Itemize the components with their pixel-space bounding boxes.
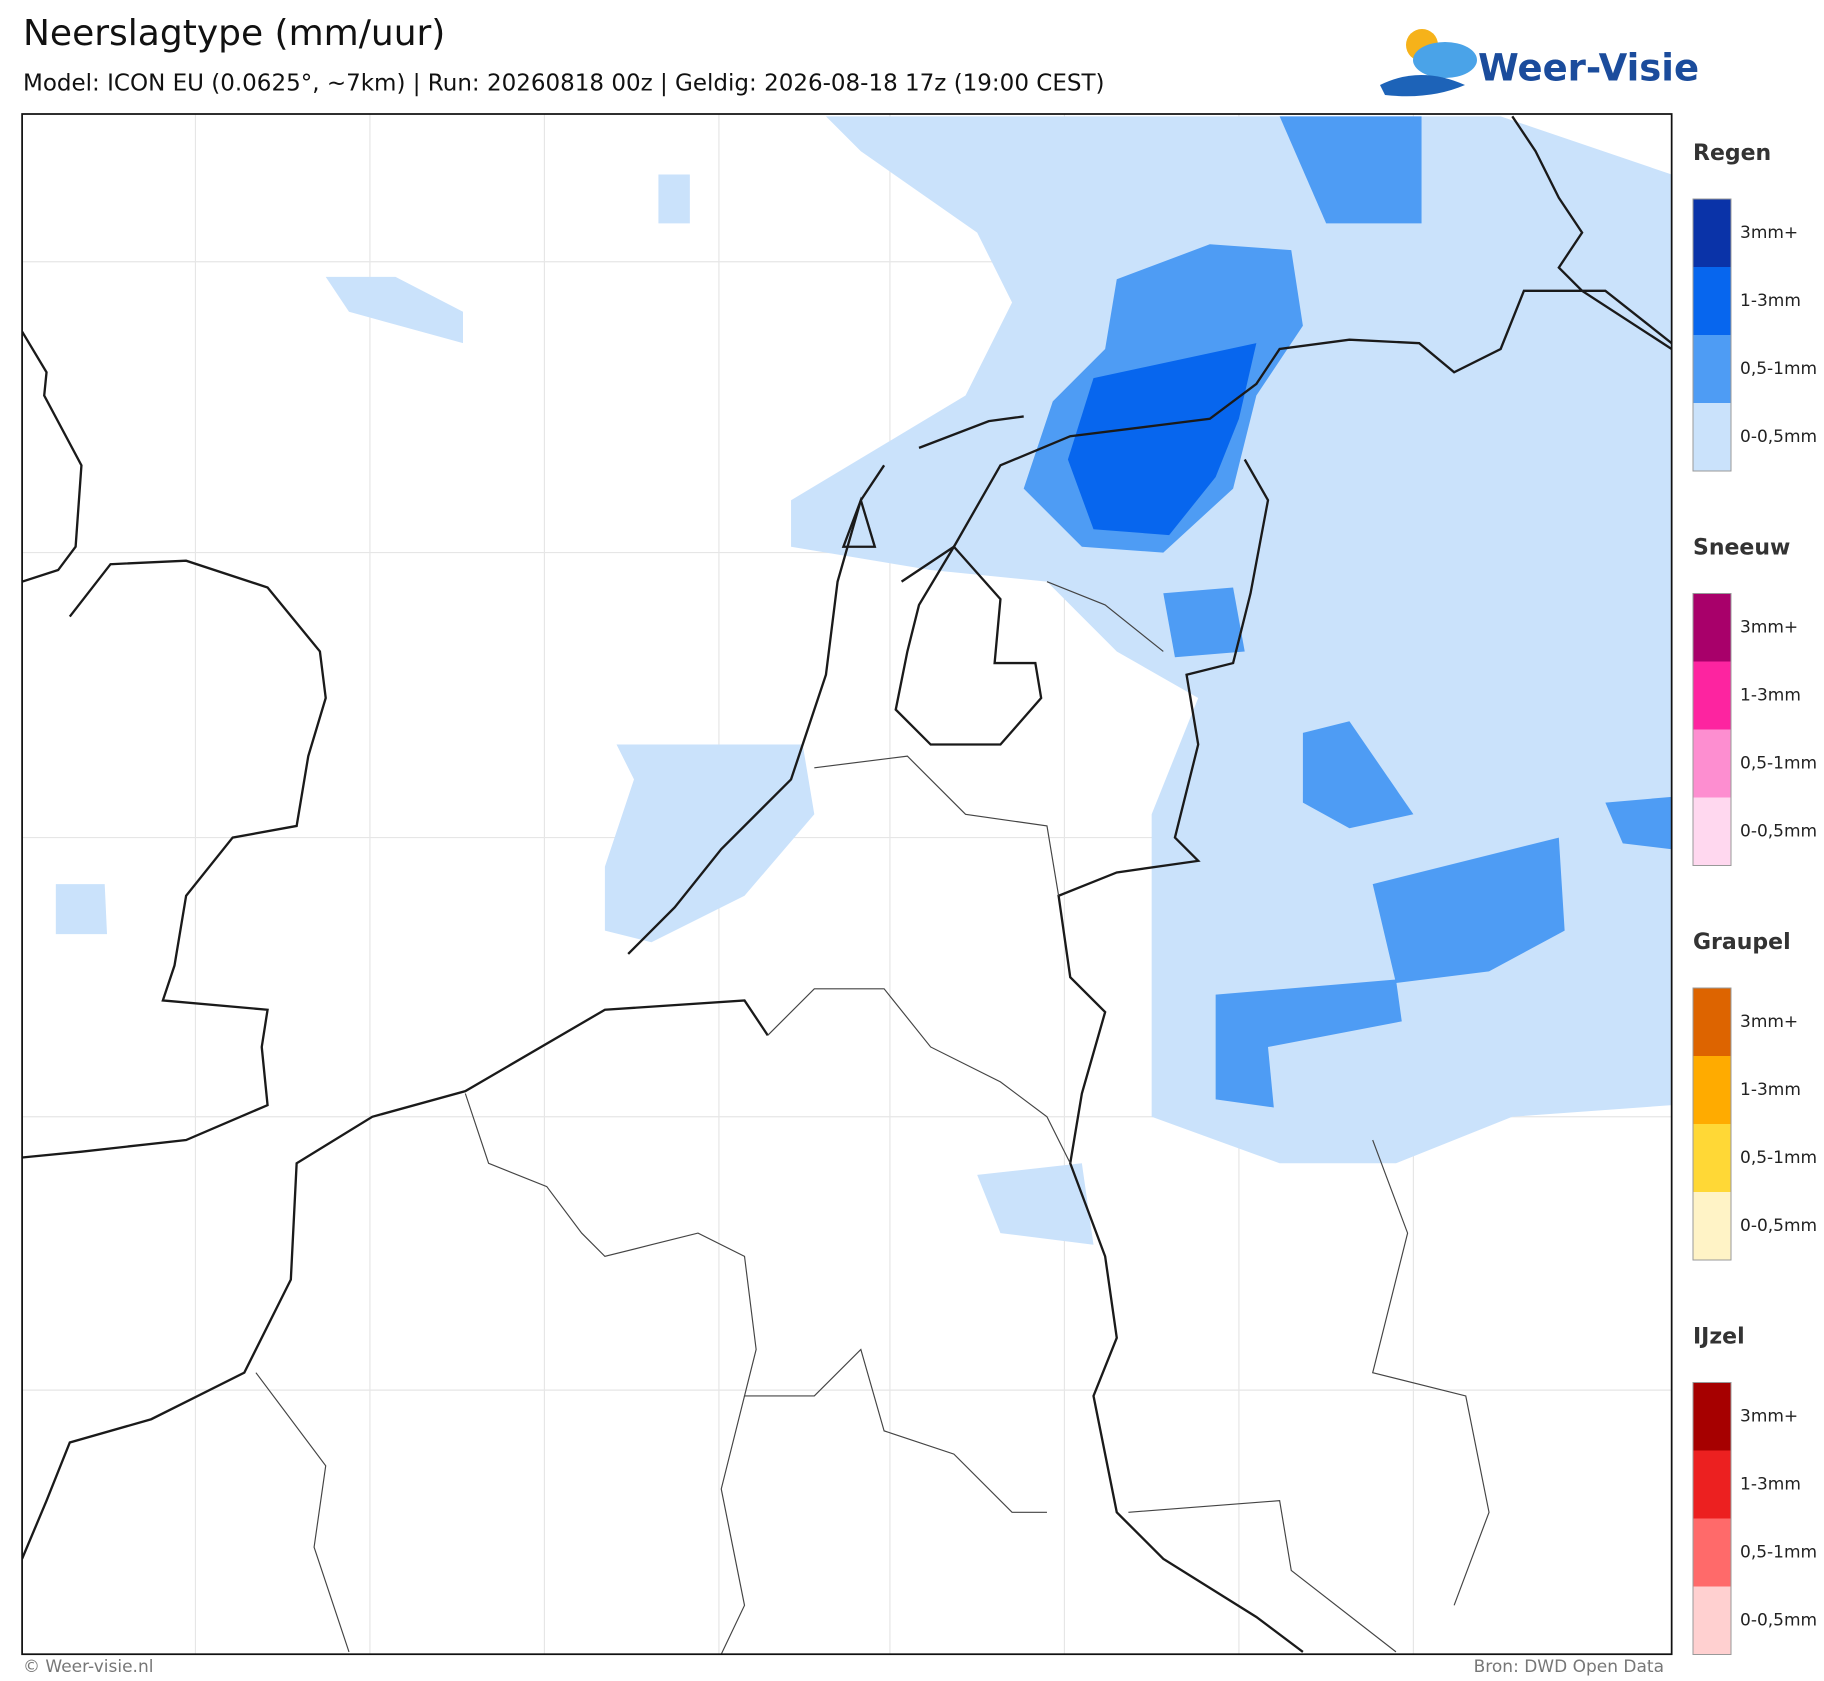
legend-swatch (1693, 797, 1731, 866)
legend-swatch (1693, 661, 1731, 730)
legend-swatch (1693, 988, 1731, 1056)
source: Bron: DWD Open Data (1474, 1657, 1664, 1677)
legend-swatch (1693, 1192, 1731, 1260)
legend-label: 3mm+ (1740, 618, 1798, 638)
legend-swatch (1693, 267, 1731, 335)
map-frame (21, 113, 1673, 1656)
map-area (22, 114, 1672, 1655)
legend-label: 1-3mm (1740, 1475, 1801, 1495)
map (21, 113, 1673, 1656)
legend-swatch (1693, 1450, 1731, 1519)
legend-label: 1-3mm (1740, 1080, 1801, 1100)
legend-title: Regen (1693, 141, 1771, 166)
legend-label: 0,5-1mm (1740, 1148, 1817, 1168)
legend-swatch (1693, 1382, 1731, 1451)
legend-swatch (1693, 403, 1731, 471)
legend-swatch (1693, 1586, 1731, 1655)
legend-swatch (1693, 729, 1731, 798)
legend-title: IJzel (1693, 1325, 1745, 1350)
legend-label: 0-0,5mm (1740, 427, 1817, 447)
legend-label: 1-3mm (1740, 291, 1801, 311)
copyright: © Weer-visie.nl (23, 1657, 153, 1677)
legend-swatch (1693, 1056, 1731, 1124)
legend-swatch-frame (1692, 198, 1732, 472)
legend-label: 0-0,5mm (1740, 1216, 1817, 1236)
legend-swatch-frame (1692, 593, 1732, 866)
subtitle: Model: ICON EU (0.0625°, ~7km) | Run: 20… (23, 71, 1104, 97)
legend-label: 3mm+ (1740, 1407, 1798, 1427)
legend-label: 1-3mm (1740, 686, 1801, 706)
legend-label: 0,5-1mm (1740, 754, 1817, 774)
legend-swatch (1693, 1124, 1731, 1192)
legend-title: Sneeuw (1693, 536, 1790, 561)
borders (255, 581, 1490, 1655)
precipitation (55, 116, 1672, 1245)
legend-swatch-frame (1692, 1382, 1732, 1655)
logo-text: Weer-Visie (1478, 47, 1699, 90)
legend-title: Graupel (1693, 930, 1791, 955)
coastlines (22, 115, 1672, 1653)
legend-label: 0,5-1mm (1740, 1543, 1817, 1563)
title: Neerslagtype (mm/uur) (23, 13, 445, 54)
legend-label: 0-0,5mm (1740, 1611, 1817, 1631)
legend-label: 0,5-1mm (1740, 359, 1817, 379)
legend-swatch (1693, 335, 1731, 403)
legend-swatch (1693, 199, 1731, 267)
legend: Regen 3mm+ 1-3mm 0,5-1mm 0-0,5mm Sneeuw 3mm+ 1-… (1692, 141, 1817, 1655)
legend-label: 3mm+ (1740, 223, 1798, 243)
logo: Weer-Visie (1380, 29, 1699, 97)
legend-label: 3mm+ (1740, 1012, 1798, 1032)
legend-swatch (1693, 1518, 1731, 1587)
legend-swatch-frame (1692, 987, 1732, 1261)
legend-label: 0-0,5mm (1740, 822, 1817, 842)
legend-swatch (1693, 593, 1731, 662)
